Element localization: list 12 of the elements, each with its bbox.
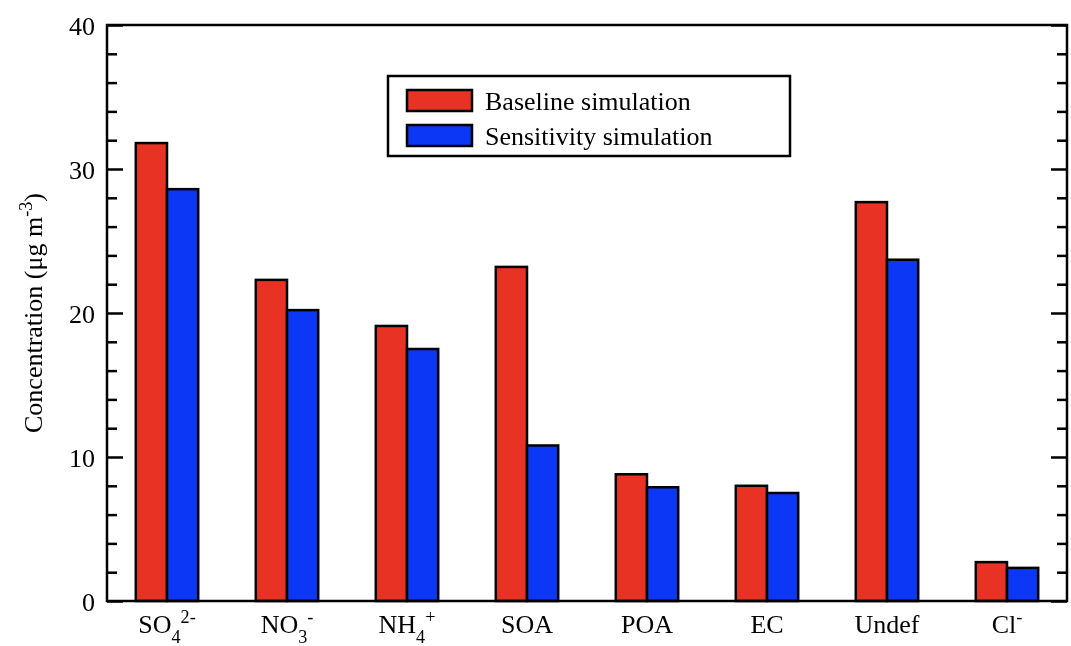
x-tick-label: SOA	[500, 610, 554, 639]
legend-label: Baseline simulation	[485, 87, 691, 117]
x-tick-label: POA	[620, 610, 674, 639]
y-tick-label: 0	[82, 587, 95, 617]
y-tick-label: 10	[69, 443, 95, 473]
y-tick-label: 40	[69, 11, 95, 41]
y-tick-label: 20	[69, 299, 95, 329]
x-tick-label: EC	[750, 610, 784, 639]
x-tick-label: Cl$^{-}$	[991, 607, 1023, 639]
legend-label: Sensitivity simulation	[485, 122, 713, 152]
x-tick-label: Undef	[854, 610, 920, 639]
y-tick-label: 30	[69, 155, 95, 185]
